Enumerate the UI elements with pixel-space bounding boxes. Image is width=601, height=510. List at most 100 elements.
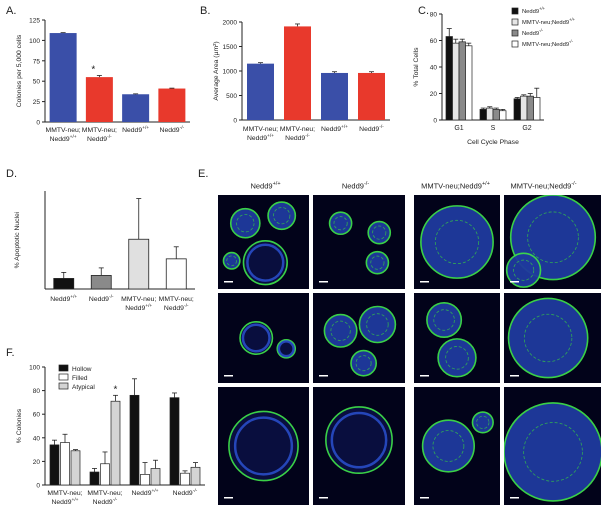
x-tick-label: Nedd9-/-: [93, 497, 118, 506]
bar: [53, 278, 75, 290]
colony-shape: [505, 252, 542, 288]
colony-inner: [434, 219, 480, 265]
bar: [158, 88, 186, 122]
y-tick-label: 50: [33, 79, 41, 86]
y-axis-label: % Total Cells: [413, 47, 420, 87]
colony-inner: [476, 415, 490, 429]
y-tick-label: 125: [29, 18, 40, 25]
x-tick-label: MMTV-neu;: [280, 126, 315, 133]
y-tick-label: 1000: [223, 69, 238, 76]
colony-inner: [523, 313, 573, 363]
bar: [520, 95, 528, 121]
bar: [452, 42, 460, 121]
panel-letter-c: C.: [418, 5, 429, 17]
bar: [486, 107, 494, 121]
bar: [122, 94, 150, 122]
scale-bar: [420, 281, 429, 283]
chart-b: 0 500 1000 1500 2000 Average Area (µm²) MMTV-n…: [213, 20, 390, 142]
y-tick-label: 40: [33, 435, 41, 442]
microscopy-image: [504, 293, 601, 383]
bar: [70, 450, 81, 486]
x-tick-label: Nedd9+/+: [50, 294, 77, 303]
colony-inner: [513, 259, 535, 281]
y-tick-label: 25: [33, 99, 41, 106]
x-tick-label: Nedd9+/+: [321, 124, 348, 133]
x-tick-label: S: [491, 125, 496, 132]
y-tick-label: 40: [430, 65, 438, 72]
y-axis-label: Colonies per 5,000 cells: [16, 34, 23, 107]
colony-image: [224, 410, 299, 499]
colony-inner: [366, 313, 389, 336]
x-tick-label: Nedd9+/+: [247, 133, 274, 142]
bar: [90, 275, 112, 290]
bar: [169, 397, 180, 486]
y-tick-label: 0: [36, 120, 40, 127]
scale-bar: [510, 281, 519, 283]
colony-shape: [239, 320, 274, 356]
x-tick-label: Nedd9-/-: [359, 124, 384, 133]
legend-swatch: [511, 7, 519, 15]
legend-label: MMTV-neu;Nedd9-/-: [522, 39, 574, 48]
bar: [110, 400, 121, 486]
y-tick-label: 20: [430, 91, 438, 98]
bar: [180, 472, 190, 486]
microscopy-image: [313, 195, 405, 289]
x-tick-label: Nedd9-/-: [89, 294, 114, 303]
colony-rim: [330, 411, 388, 469]
microscopy-column-title: Nedd9-/-: [341, 181, 370, 191]
bar: [445, 36, 453, 121]
panel-letter-e: E.: [198, 168, 209, 180]
scale-bar: [224, 375, 233, 377]
colony-shape: [229, 207, 261, 239]
colony-shape: [507, 297, 589, 379]
colony-inner: [355, 355, 372, 372]
bar: [479, 109, 487, 121]
colony-image: [420, 411, 494, 499]
colony-shape: [504, 402, 601, 502]
bar: [499, 110, 507, 121]
panel-letter-d: D.: [6, 168, 17, 180]
scale-bar: [510, 497, 519, 499]
colony-image: [319, 406, 393, 499]
scale-bar: [319, 375, 328, 377]
legend-label: Filled: [72, 375, 88, 382]
y-tick-label: 60: [430, 38, 438, 45]
colony-shape: [222, 251, 241, 270]
bar: [190, 466, 201, 486]
legend-swatch: [511, 40, 519, 48]
x-tick-label: Nedd9+/+: [122, 125, 149, 134]
bar: [247, 63, 274, 120]
colony-shape: [365, 250, 390, 275]
microscopy-column-title: MMTV-neu;Nedd9-/-: [510, 181, 577, 191]
colony-shape: [323, 313, 358, 348]
colony-shape: [367, 220, 392, 245]
x-tick-label: MMTV-neu;: [82, 127, 117, 134]
scale-bar: [224, 281, 233, 283]
colony-shape: [426, 301, 463, 339]
microscopy-image: [218, 293, 309, 383]
bar: [150, 468, 161, 486]
panel-letter-a: A.: [6, 5, 17, 17]
colony-image: [505, 195, 597, 288]
legend-label: Nedd9-/-: [522, 28, 544, 37]
x-tick-label: Nedd9-/-: [164, 303, 189, 312]
bar: [49, 444, 60, 486]
colony-inner: [445, 346, 469, 370]
bar: [465, 45, 473, 121]
x-tick-label: MMTV-neu;: [87, 490, 122, 497]
legend-label: MMTV-neu;Nedd9+/+: [522, 17, 576, 26]
bar: [165, 258, 187, 290]
colony-shape: [471, 411, 494, 434]
y-tick-label: 80: [33, 388, 41, 395]
colony-image: [222, 201, 297, 286]
colony-image: [504, 402, 601, 502]
microscopy-image: [218, 195, 309, 289]
colony-shape: [350, 349, 378, 377]
x-axis-label: Cell Cycle Phase: [467, 139, 519, 146]
colony-inner: [433, 309, 455, 331]
colony-image: [420, 205, 494, 283]
x-tick-label: MMTV-neu;: [243, 126, 278, 133]
colony-rim: [241, 323, 271, 353]
colony-image: [420, 301, 477, 378]
